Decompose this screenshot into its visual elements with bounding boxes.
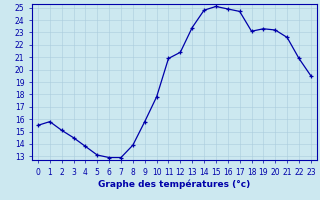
- X-axis label: Graphe des températures (°c): Graphe des températures (°c): [98, 179, 251, 189]
